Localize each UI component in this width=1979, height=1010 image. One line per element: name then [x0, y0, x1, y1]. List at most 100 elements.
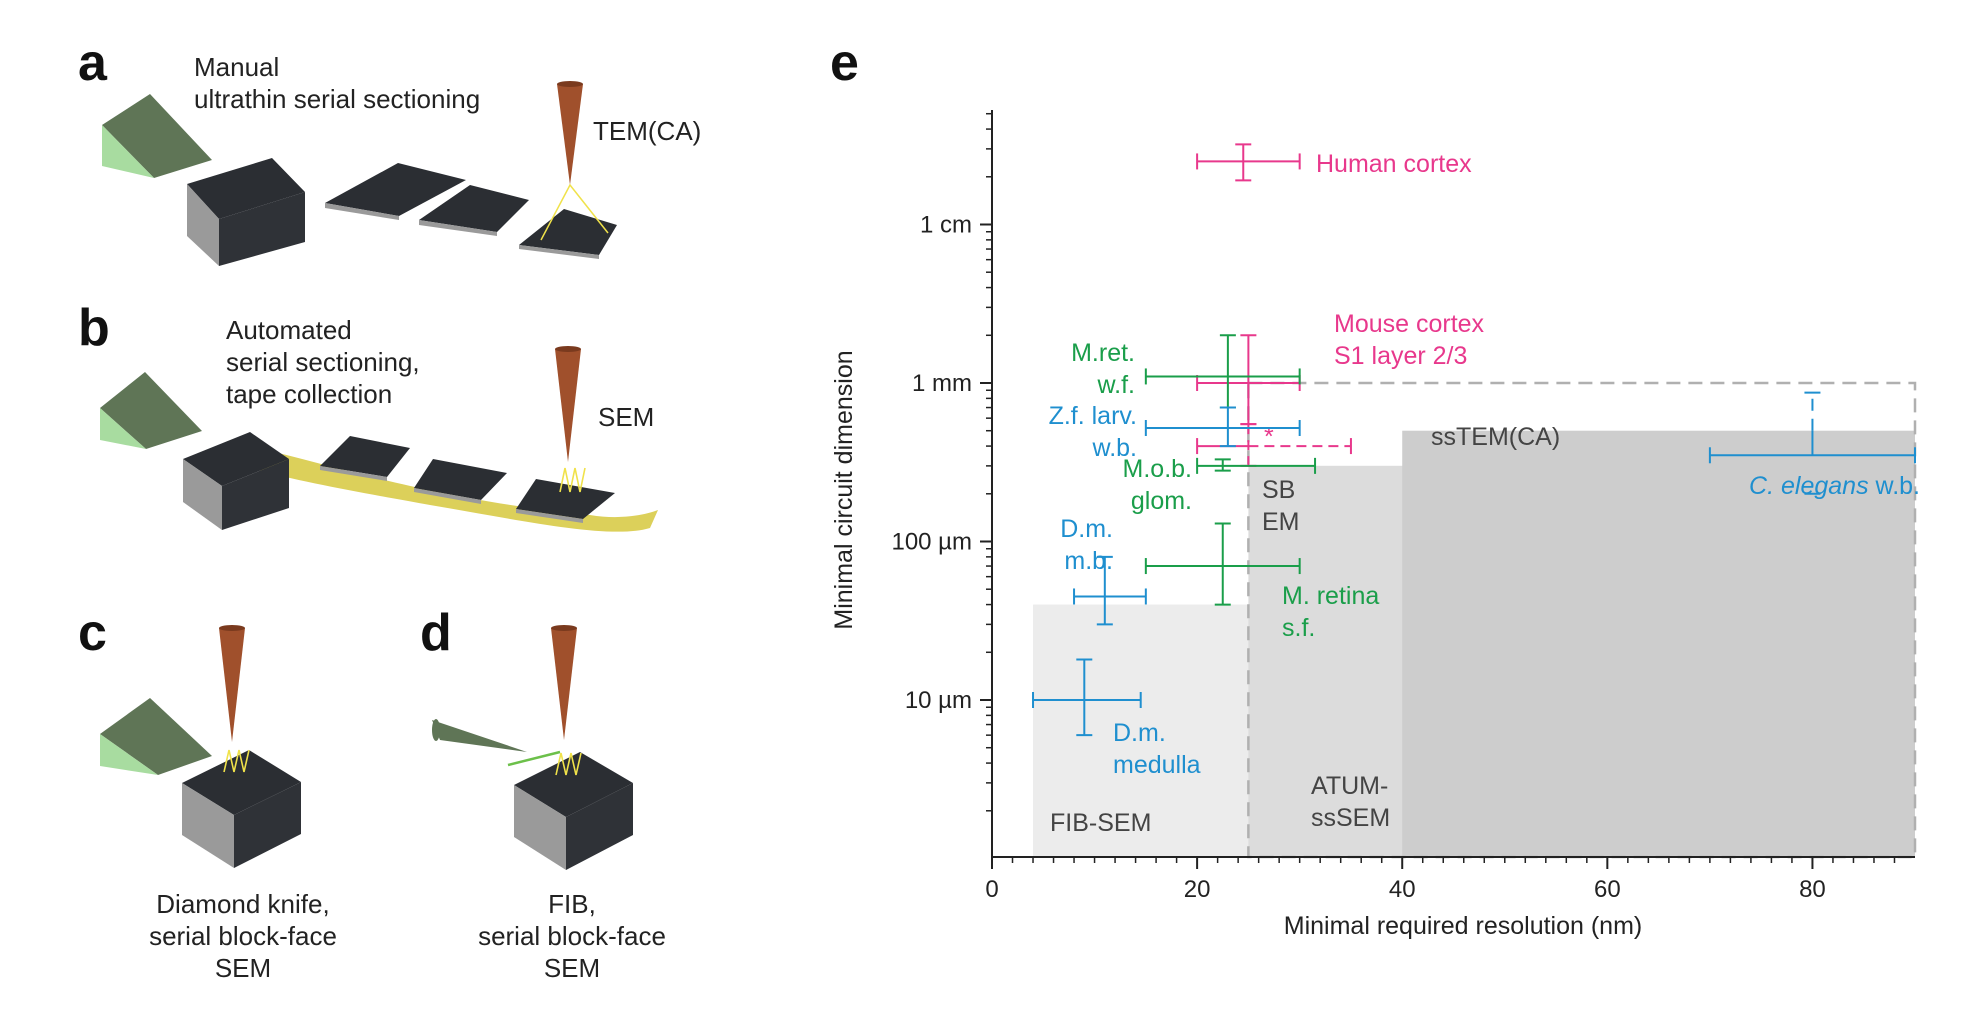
ion-beam-cone	[432, 720, 527, 752]
knife-top-a	[102, 94, 212, 178]
data-label-z-f-larv-w-b: Z.f. larv.	[1049, 402, 1137, 430]
beam-cone-b	[555, 349, 581, 462]
electron-beam-c	[219, 625, 250, 773]
data-label-mouse-cortex-s1-layer-2-3: S1 layer 2/3	[1334, 342, 1467, 370]
series-c-elegans-w-b: C. elegans w.b.	[1708, 391, 1920, 500]
beam-cap-b	[555, 346, 581, 352]
block-b-top	[183, 432, 289, 486]
block-d-side	[566, 783, 633, 870]
section-a-1-edge	[325, 203, 399, 220]
ion-beam-ray	[507, 750, 561, 767]
beam-cone-a	[557, 84, 583, 185]
x-tick-label: 20	[1184, 876, 1211, 903]
section-b-2-edge	[414, 488, 481, 504]
x-tick-label: 40	[1389, 876, 1416, 903]
panel-b-label: b	[78, 299, 110, 357]
chart-regions	[1033, 430, 1915, 857]
region-label-fib-sem: FIB-SEM	[1050, 809, 1151, 837]
scan-zigzag-c	[223, 749, 250, 773]
panel-a-caption-line2: ultrathin serial sectioning	[194, 84, 480, 114]
series-human-cortex: Human cortex	[1196, 143, 1472, 182]
ion-beam-cap	[432, 719, 440, 741]
tissue-block-a	[187, 158, 305, 266]
region-sstem-ca-	[1402, 430, 1915, 857]
panel-b-instrument-label: SEM	[598, 402, 654, 432]
series-z-f-larv-w-b: Z.f. larv. w.b.	[1049, 402, 1301, 462]
data-label-m-ret-w-f: M.ret.	[1071, 339, 1135, 367]
block-d-top	[514, 752, 633, 817]
data-label-mouse-cortex-s1-layer-2-3: Mouse cortex	[1334, 310, 1485, 338]
section-a-2	[419, 185, 529, 232]
tissue-block-d	[514, 752, 633, 870]
data-label-d-m-m-b: m.b.	[1064, 547, 1113, 575]
data-label-m-ret-w-f: w.f.	[1096, 371, 1135, 399]
section-a-2-edge	[419, 220, 497, 236]
electron-beam-b	[555, 346, 586, 493]
scan-zigzag-b	[559, 467, 586, 493]
section-b-2	[414, 459, 507, 500]
panel-a-caption-line1: Manual	[194, 52, 279, 82]
block-b-front	[183, 459, 222, 530]
knife-face-b	[100, 408, 146, 449]
x-tick-label: 0	[985, 876, 998, 903]
x-tick-label: 80	[1799, 876, 1826, 903]
data-label-mouse-cortex-s1-layer-2-3: *	[1264, 423, 1274, 451]
panel-a-label: a	[78, 34, 108, 92]
block-b-side	[222, 459, 289, 530]
y-tick-label: 100 µm	[891, 529, 972, 556]
data-label-m-retina-s-f: s.f.	[1282, 614, 1315, 642]
data-label-d-m-m-b: D.m.	[1060, 515, 1113, 543]
data-label-italic: C. elegans	[1749, 472, 1869, 500]
panel-c-caption-line1: Diamond knife,	[156, 889, 329, 919]
sections-a	[325, 163, 617, 259]
section-b-3	[516, 479, 615, 519]
data-label-d-m-medulla: medulla	[1113, 751, 1201, 779]
data-label-c-elegans-w-b: C. elegans w.b.	[1749, 472, 1920, 500]
data-label-human-cortex: Human cortex	[1316, 150, 1472, 178]
panel-d-label: d	[420, 604, 452, 662]
beam-cone-d	[551, 628, 577, 740]
panel-d-caption-line1: FIB,	[548, 889, 596, 919]
beam-rays-a	[540, 183, 609, 241]
chart-series: Human cortex Mouse cortex S1 layer 2/3 * M.r…	[1032, 143, 1920, 779]
section-a-3	[519, 209, 617, 255]
region-label-atum-sssem: ATUM-	[1311, 772, 1388, 800]
data-label-suffix: w.b.	[1869, 472, 1920, 500]
panel-c-caption-line3: SEM	[215, 953, 271, 983]
region-label-sstem-ca-: ssTEM(CA)	[1431, 423, 1560, 451]
scan-zigzag-d	[555, 752, 582, 776]
diamond-knife-a	[102, 94, 212, 178]
block-a-top	[187, 158, 305, 219]
data-label-z-f-larv-w-b: w.b.	[1092, 434, 1137, 462]
section-b-1-edge	[320, 466, 387, 481]
series-m-ret-w-f: M.ret. w.f.	[1071, 334, 1301, 409]
chart-region-labels: FIB-SEM SB EM ATUM-ssSEM ssTEM(CA)	[1050, 423, 1560, 837]
panel-b-caption-line1: Automated	[226, 315, 352, 345]
sbem-outline-box	[1247, 381, 1917, 859]
beam-cap-a	[557, 81, 583, 87]
beam-cap-d	[551, 625, 577, 631]
sections-b	[320, 436, 615, 523]
panel-b-caption-line2: serial sectioning,	[226, 347, 420, 377]
data-label-m-retina-s-f: M. retina	[1282, 582, 1379, 610]
series-d-m-m-b: D.m. m.b.	[1060, 515, 1147, 626]
y-tick-label: 1 cm	[920, 212, 972, 239]
electron-beam-a	[540, 81, 609, 241]
y-axis-title: Minimal circuit dimension	[830, 350, 858, 629]
series-m-retina-s-f: M. retina s.f.	[1144, 522, 1379, 642]
x-tick-label: 60	[1594, 876, 1621, 903]
panel-a-instrument-label: TEM(CA)	[593, 116, 701, 146]
panel-d-caption-line3: SEM	[544, 953, 600, 983]
region-label-sbem: SB	[1262, 476, 1295, 504]
chart-e: FIB-SEM SB EM ATUM-ssSEM ssTEM(CA) Human cor…	[830, 110, 1920, 940]
region-label-atum-sssem: ssSEM	[1311, 804, 1390, 832]
series-d-m-medulla: D.m. medulla	[1032, 658, 1201, 779]
panel-b-caption-line3: tape collection	[226, 379, 392, 409]
data-label-m-o-b-glom: glom.	[1131, 487, 1192, 515]
panel-e-label: e	[830, 34, 859, 92]
section-a-1	[325, 163, 466, 216]
x-axis-title: Minimal required resolution (nm)	[1284, 912, 1642, 940]
beam-cone-c	[219, 628, 245, 742]
block-c-side	[234, 782, 301, 868]
